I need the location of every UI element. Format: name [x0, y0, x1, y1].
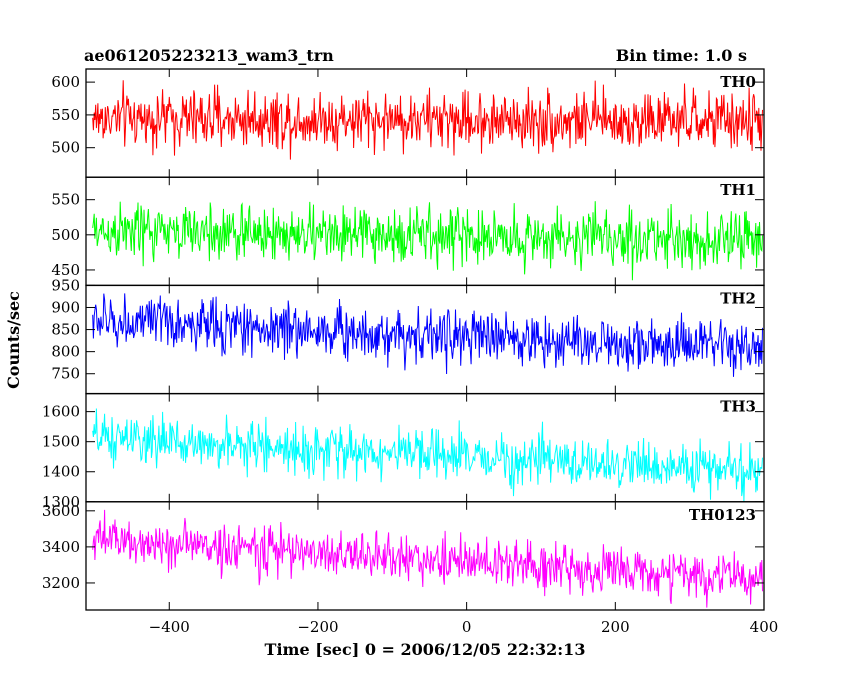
panel-th3: 1300 1400 1500 1600 TH3 — [42, 392, 765, 511]
series-line-th3 — [92, 408, 763, 502]
x-tick-label: 200 — [601, 618, 630, 636]
y-tick-label: 550 — [51, 106, 80, 124]
panel-th2: 750 800 850 900 950 TH2 — [51, 276, 765, 395]
panel-name-label: TH1 — [720, 181, 756, 199]
panel-frame — [85, 501, 765, 611]
y-tick-label: 450 — [51, 261, 80, 279]
panel-th0123: 3200 3400 3600 TH0123 — [42, 501, 765, 611]
panels-group: 500 550 600 TH0 450 500 550 TH1 750 800 850 900 950 T… — [42, 68, 779, 636]
y-tick-label: 750 — [51, 365, 80, 383]
panel-name-label: TH2 — [720, 289, 756, 307]
y-tick-label: 1400 — [42, 463, 80, 481]
y-tick-label: 3200 — [42, 574, 80, 592]
panel-name-label: TH0 — [720, 73, 756, 91]
series-line-th1 — [92, 201, 763, 281]
x-tick-label: 400 — [750, 618, 779, 636]
plot-title: ae061205223213_wam3_trn — [84, 46, 334, 65]
x-tick-label: −200 — [297, 618, 338, 636]
panel-name-label: TH3 — [720, 398, 756, 416]
y-tick-label: 800 — [51, 343, 80, 361]
y-tick-label: 950 — [51, 276, 80, 294]
series-line-th0123 — [92, 509, 763, 608]
bin-time-label: Bin time: 1.0 s — [616, 46, 747, 65]
y-axis-label: Counts/sec — [4, 291, 23, 389]
y-tick-label: 500 — [51, 139, 80, 157]
y-tick-label: 3400 — [42, 538, 80, 556]
x-tick-label: −400 — [149, 618, 190, 636]
y-tick-label: 3600 — [42, 502, 80, 520]
series-line-th0 — [92, 80, 763, 160]
panel-th0: 500 550 600 TH0 — [51, 68, 765, 178]
x-axis-label: Time [sec] 0 = 2006/12/05 22:32:13 — [265, 640, 586, 659]
series-line-th2 — [92, 293, 763, 377]
y-tick-label: 550 — [51, 191, 80, 209]
panel-name-label: TH0123 — [689, 506, 756, 524]
y-tick-label: 500 — [51, 226, 80, 244]
panel-frame — [85, 284, 765, 395]
y-tick-label: 1300 — [42, 493, 80, 511]
x-tick-label: 0 — [462, 618, 472, 636]
y-tick-label: 1600 — [42, 403, 80, 421]
panel-th1: 450 500 550 TH1 — [51, 176, 765, 287]
y-tick-label: 900 — [51, 298, 80, 316]
y-tick-label: 600 — [51, 73, 80, 91]
y-tick-label: 850 — [51, 321, 80, 339]
y-tick-label: 1500 — [42, 433, 80, 451]
